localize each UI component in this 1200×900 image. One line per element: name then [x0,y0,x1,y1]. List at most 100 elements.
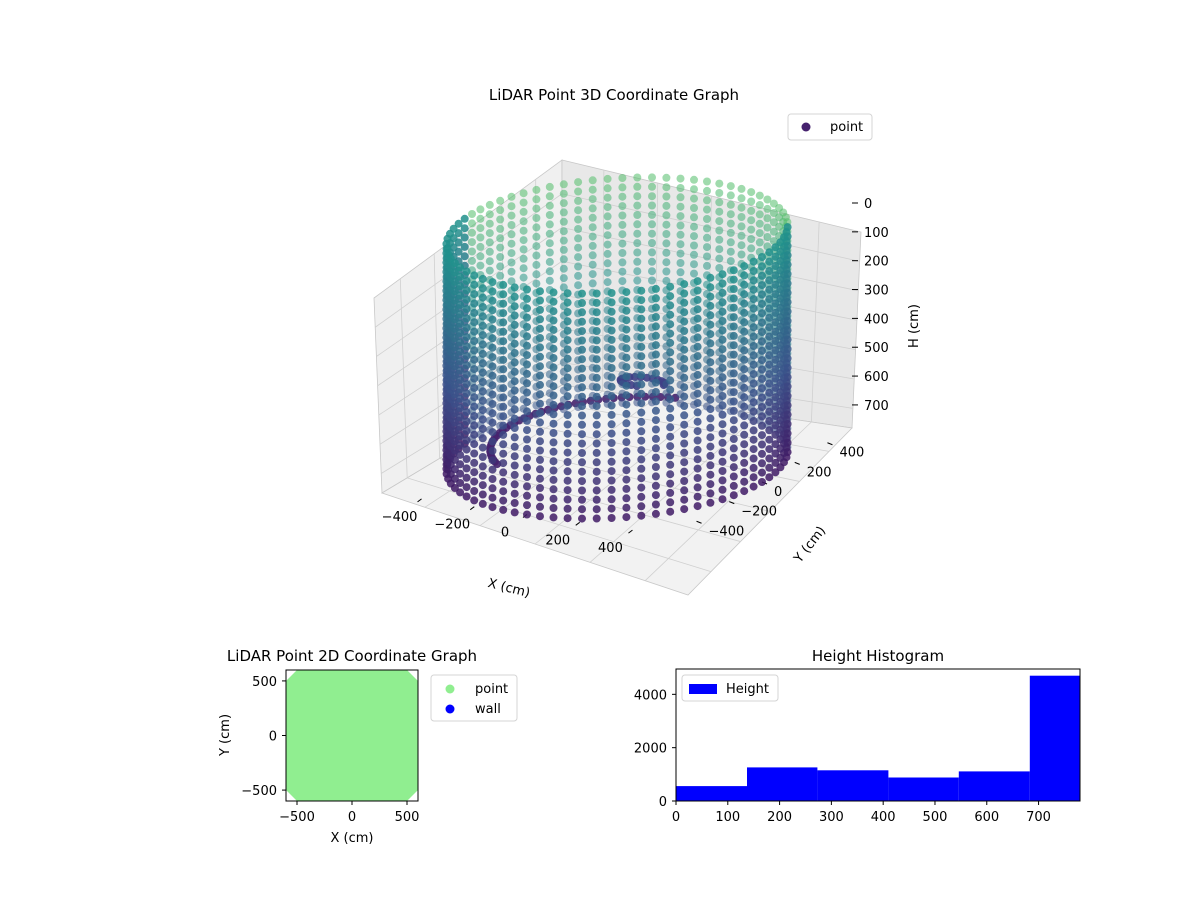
cloud-point [478,303,487,311]
cloud-point [545,182,554,191]
cloud-point [559,274,568,283]
cloud-point [470,337,479,345]
cloud-point [740,299,749,308]
cloud-point [456,394,465,403]
cloud-point [690,222,698,231]
cloud-point [676,193,685,202]
cloud-point [651,406,660,415]
cloud-point [574,271,583,280]
cloud-point [510,452,519,461]
cloud-point [622,400,631,409]
cloud-point [622,475,631,484]
cloud-point [456,488,465,497]
cloud-point [536,362,544,371]
cloud-point [703,186,711,195]
xtick-label-hist: 300 [819,810,844,825]
cloud-point [462,492,471,501]
ytick-label-2d: 500 [252,675,277,690]
cloud-point [729,369,738,378]
cloud-point [693,399,702,407]
cloud-point [749,332,758,341]
cloud-point [456,432,465,441]
ytick-label-3d: 400 [839,446,864,461]
cloud-point [607,382,616,391]
cloud-point [507,221,516,229]
cloud-point [519,264,528,273]
cloud-point [666,320,675,329]
cloud-point [485,200,494,209]
cloud-point [549,344,558,353]
ytick-label-hist: 2000 [634,742,667,757]
cloud-point [478,312,487,321]
cloud-point [633,211,642,219]
cloud-point [622,316,631,325]
cloud-point [648,173,656,182]
cloud-point [450,390,459,399]
cloud-point [693,380,702,389]
cloud-point [523,304,531,313]
cloud-point [693,342,702,351]
cloud-point [737,194,746,203]
cloud-point [456,263,465,272]
cloud-point [771,346,780,355]
cloud-point [510,424,519,432]
cloud-point [771,262,780,270]
cloud-point [462,408,471,417]
cloud-point [563,392,572,401]
cloud-point [771,383,780,392]
cloud-point [718,288,727,297]
cloud-point [468,228,476,237]
cloud-point [662,173,671,182]
cloud-point [680,420,689,429]
cloud-point [456,375,465,384]
legend-label-wall: wall [475,702,501,717]
cloud-point [563,429,572,438]
cloud-point [633,182,642,191]
cloud-point [549,391,558,400]
cloud-point [485,238,494,247]
cloud-point [637,436,646,445]
cloud-point [680,373,689,382]
xtick-label-3d: −400 [382,510,418,525]
cloud-point [549,297,558,306]
legend-2d: point wall [430,674,518,722]
cloud-point [574,178,583,187]
cloud-point [488,362,497,371]
histogram-bar [1029,675,1080,801]
cloud-point [536,352,544,361]
cloud-point [532,214,541,222]
ticks-2d: −500 0 500 500 0 −500 [241,675,419,825]
cloud-point [470,412,479,420]
cloud-point [592,420,601,429]
cloud-point [499,393,508,402]
cloud-point [637,483,646,492]
cloud-point [680,317,689,326]
cloud-point [532,195,541,204]
cloud-point [747,216,756,225]
cloud-point [729,378,738,387]
cloud-point [633,201,642,210]
cloud-point [706,405,715,414]
cloud-point [749,313,758,322]
cloud-point [499,337,508,346]
cloud-point [740,440,749,449]
cloud-point [545,201,554,210]
cloud-point [510,461,519,470]
cloud-point [676,240,685,249]
cloud-point [676,174,685,183]
cloud-point [706,489,715,498]
cloud-point [706,320,715,329]
cloud-point [729,397,738,406]
cloud-point [706,470,715,479]
cloud-point [729,341,738,350]
cloud-point [488,437,497,446]
cloud-point [676,221,685,230]
cloud-point [478,331,487,340]
cloud-point [450,465,459,474]
cloud-point [545,192,554,201]
cloud-point [603,278,612,287]
cloud-point [456,469,465,478]
cloud-point [749,426,758,435]
cloud-point [771,393,780,402]
cloud-point [718,335,727,344]
